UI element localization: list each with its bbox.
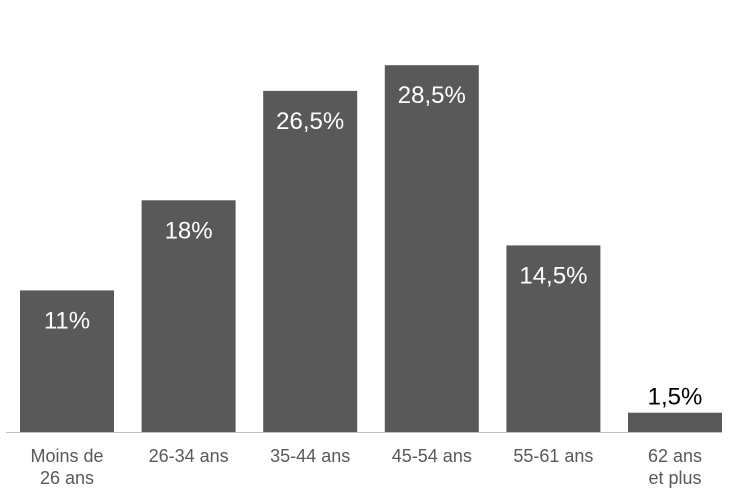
value-label-4: 14,5% — [519, 262, 587, 289]
category-label-1: 26-34 ans — [149, 446, 229, 466]
bar-1 — [141, 200, 236, 432]
category-label-5: 62 ans et plus — [648, 446, 702, 488]
bar-4 — [506, 245, 601, 432]
value-label-3: 28,5% — [398, 82, 466, 109]
value-label-1: 18% — [165, 217, 213, 244]
bar-5 — [628, 412, 722, 432]
value-label-0: 11% — [44, 307, 90, 334]
bar-2 — [263, 90, 358, 433]
bar-3 — [384, 65, 479, 432]
category-label-0: Moins de 26 ans — [30, 446, 103, 488]
value-label-2: 26,5% — [276, 108, 344, 135]
category-label-4: 55-61 ans — [513, 446, 593, 466]
bars-layer — [20, 65, 722, 433]
bar-0 — [20, 290, 114, 432]
category-labels-layer: Moins de 26 ans 26-34 ans 35-44 ans 45-54 an… — [30, 446, 702, 488]
value-label-5: 1,5% — [648, 384, 703, 411]
value-labels-layer: 11% 18% 26,5% 28,5% 14,5% 1,5% — [44, 82, 702, 411]
category-label-2: 35-44 ans — [270, 446, 350, 466]
category-label-3: 45-54 ans — [392, 446, 472, 466]
